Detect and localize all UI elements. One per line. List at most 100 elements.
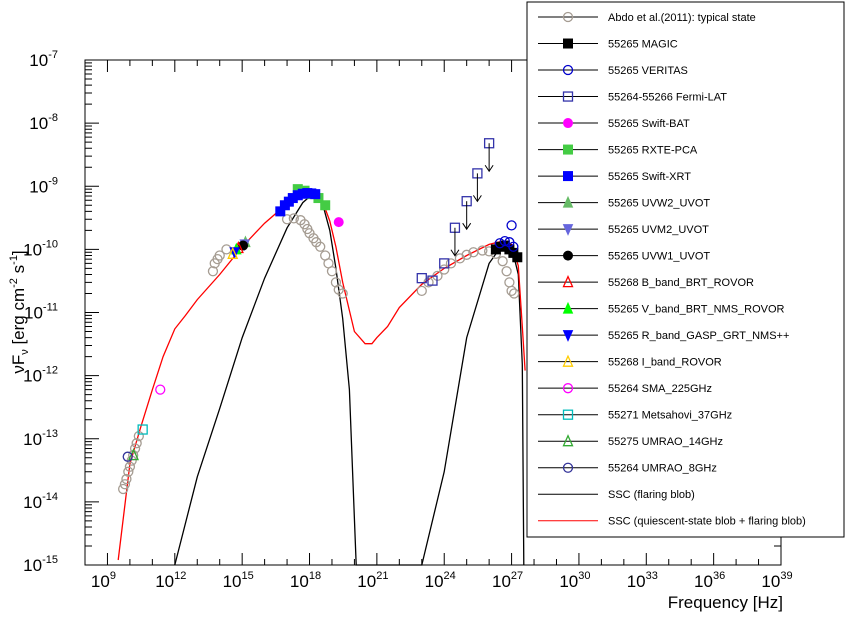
legend-marker-55265-veritas [562,64,574,76]
marker-abdo-et-al-2011-typical-state [416,285,427,297]
y-axis-title: νFν [erg cm-2 s-1] [8,250,31,373]
marker-55265-veritas [508,241,519,252]
legend-label-55265-swift-xrt: 55265 Swift-XRT [608,171,691,183]
legend-marker-55265-uvw2-uvot [562,195,574,208]
marker-abdo-et-al-2011-typical-state [221,244,232,255]
legend-label-55265-uvw1-uvot: 55265 UVW1_UVOT [608,251,710,263]
legend-label-55265-v-band-brt-nms-rovor: 55265 V_band_BRT_NMS_ROVOR [608,304,785,316]
legend-label-55265-uvw2-uvot: 55265 UVW2_UVOT [608,198,710,210]
legend-marker-55265-swift-bat [563,118,573,129]
marker-55265-veritas [506,220,517,231]
legend-label-55265-magic: 55265 MAGIC [608,39,678,51]
marker-abdo-et-al-2011-typical-state [288,213,299,224]
legend-label-55271-metsahovi-37ghz: 55271 Metsahovi_37GHz [608,410,732,422]
legend-label-55264-umrao-8ghz: 55264 UMRAO_8GHz [608,463,717,475]
legend-label-55268-b-band-brt-rovor: 55268 B_band_BRT_ROVOR [608,277,754,289]
y-tick-label: 10-10 [23,238,58,259]
legend-marker-55265-r-band-gasp-grt-nms [562,330,574,342]
marker-55264-55266-fermi-lat [439,258,450,269]
curve-ssc-quiescent-state-blob-flaring-blob [117,192,526,561]
x-tick-label: 1012 [155,570,186,591]
y-tick-label: 10-14 [23,491,58,512]
legend-marker-abdo-et-al-2011-typical-state [562,11,574,23]
marker-abdo-et-al-2011-typical-state [207,266,219,277]
x-tick-label: 1018 [290,570,321,591]
legend-box [526,1,845,538]
marker-55265-swift-bat [333,217,344,228]
legend-marker-55264-umrao-8ghz [562,462,574,473]
marker-abdo-et-al-2011-typical-state [315,241,326,252]
marker-abdo-et-al-2011-typical-state [214,250,225,261]
marker-55265-magic [512,252,523,263]
y-tick-label: 10-9 [29,175,58,196]
marker-55265-swift-xrt [310,189,321,200]
marker-abdo-et-al-2011-typical-state [124,461,136,472]
marker-abdo-et-al-2011-typical-state [477,245,488,256]
legend-label-55265-r-band-gasp-grt-nms: 55265 R_band_GASP_GRT_NMS++ [608,330,789,342]
legend-label-ssc-flaring-blob: SSC (flaring blob) [608,489,695,501]
marker-abdo-et-al-2011-typical-state [121,473,132,485]
legend-label-55265-veritas: 55265 VERITAS [608,65,688,77]
data-markers [117,138,523,495]
marker-55271-metsahovi-37ghz [137,424,148,435]
legend-items: Abdo et al.(2011): typical state 55265 MA… [538,11,806,528]
marker-abdo-et-al-2011-typical-state [330,277,342,288]
x-tick-label: 1039 [761,570,792,591]
x-tick-label: 1036 [694,570,725,591]
model-curves [117,192,526,566]
legend-label-55268-i-band-rovor: 55268 I_band_ROVOR [608,357,722,369]
x-tick-label: 1015 [223,570,254,591]
marker-55265-veritas [499,235,510,247]
legend-marker-55265-uvm2-uvot [562,224,574,236]
legend-marker-55271-metsahovi-37ghz [562,409,574,420]
legend-marker-55265-uvw1-uvot [563,250,573,261]
legend-label-55275-umrao-14ghz: 55275 UMRAO_14GHz [608,436,723,448]
marker-abdo-et-al-2011-typical-state [337,288,348,299]
y-tick-label: 10-12 [23,365,58,386]
marker-abdo-et-al-2011-typical-state [504,277,515,288]
legend-label-55265-rxte-pca: 55265 RXTE-PCA [608,145,698,157]
legend-marker-55265-v-band-brt-nms-rovor [562,301,574,314]
marker-abdo-et-al-2011-typical-state [461,249,472,260]
legend-marker-55264-55266-fermi-lat [562,91,574,102]
x-tick-label: 1024 [425,570,456,591]
marker-abdo-et-al-2011-typical-state [497,256,508,267]
marker-abdo-et-al-2011-typical-state [508,288,520,299]
legend-marker-55265-swift-xrt [563,171,573,182]
y-tick-label: 10-8 [29,112,58,133]
marker-abdo-et-al-2011-typical-state [501,266,512,277]
marker-abdo-et-al-2011-typical-state [445,258,457,269]
x-tick-label: 1027 [492,570,523,591]
x-tick-labels: 109 1012 1015 1018 1021 1024 1027 1030 1033 1036 1… [91,570,793,591]
marker-55264-55266-fermi-lat [427,275,438,286]
marker-abdo-et-al-2011-typical-state [326,266,338,277]
marker-abdo-et-al-2011-typical-state [119,479,131,490]
legend-marker-55268-b-band-brt-rovor [562,275,574,288]
y-tick-label: 10-11 [24,302,58,323]
legend-label-abdo-et-al-2011-typical-state: Abdo et al.(2011): typical state [608,12,756,24]
legend-marker-55268-i-band-rovor [562,354,574,367]
upper-limit-arrow-head [484,164,494,173]
legend: Abdo et al.(2011): typical state 55265 MA… [526,1,845,538]
legend-label-55264-sma-225ghz: 55264 SMA_225GHz [608,383,712,395]
legend-marker-55264-sma-225ghz [562,383,574,394]
x-tick-label: 1021 [357,570,388,591]
x-tick-label: 1033 [627,570,658,591]
marker-abdo-et-al-2011-typical-state [133,430,144,442]
marker-abdo-et-al-2011-typical-state [123,466,134,477]
x-axis-title: Frequency [Hz] [668,593,783,612]
marker-abdo-et-al-2011-typical-state [439,264,450,275]
upper-limit-arrow-head [450,249,460,257]
legend-marker-55265-magic [563,38,573,49]
marker-55264-55266-fermi-lat [416,273,427,284]
legend-label-55265-swift-bat: 55265 Swift-BAT [608,118,690,130]
legend-marker-55275-umrao-14ghz [562,434,574,447]
x-tick-label: 109 [91,570,116,591]
x-tick-label: 1030 [559,570,590,591]
y-tick-label: 10-13 [23,428,58,449]
marker-abdo-et-al-2011-typical-state [281,214,293,225]
marker-abdo-et-al-2011-typical-state [117,483,129,495]
marker-55264-sma-225ghz [155,384,166,395]
marker-55265-rxte-pca [320,200,331,211]
